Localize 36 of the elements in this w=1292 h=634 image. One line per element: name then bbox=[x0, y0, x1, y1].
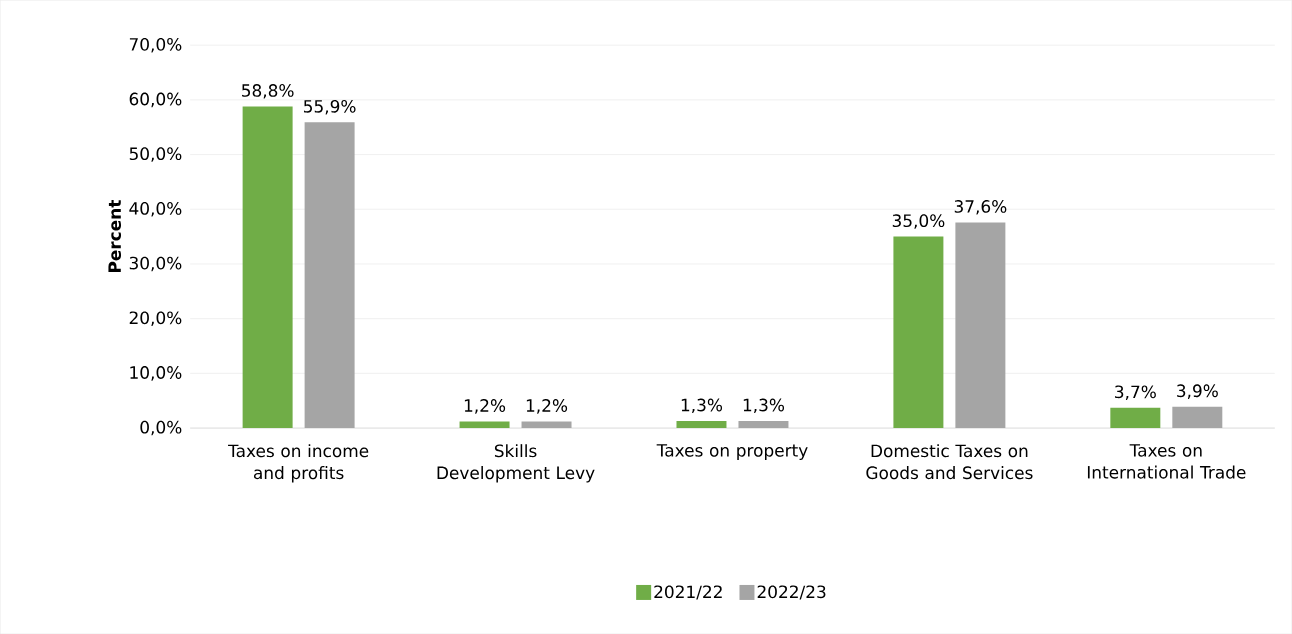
x-tick-label: Taxes on International Trade bbox=[1087, 444, 1246, 479]
y-tick-label: 40,0% bbox=[129, 201, 182, 217]
y-tick-label: 50,0% bbox=[129, 147, 182, 162]
data-label: 1,2% bbox=[464, 399, 506, 414]
y-tick-label: 0,0% bbox=[140, 420, 182, 436]
bar bbox=[521, 421, 572, 428]
data-label: 35,0% bbox=[892, 214, 945, 229]
y-tick-label: 60,0% bbox=[129, 92, 182, 108]
legend-label: 2021/22 bbox=[654, 585, 722, 600]
bar bbox=[676, 420, 727, 428]
bar bbox=[1172, 406, 1223, 428]
y-tick-label: 30,0% bbox=[129, 256, 182, 272]
bar bbox=[955, 222, 1006, 428]
data-label: 1,2% bbox=[526, 399, 568, 414]
bar bbox=[893, 236, 944, 428]
bar bbox=[738, 420, 789, 428]
data-label: 55,9% bbox=[304, 99, 356, 115]
bar bbox=[304, 122, 355, 428]
bar bbox=[1110, 407, 1161, 428]
y-tick-label: 20,0% bbox=[129, 311, 182, 326]
x-tick-label: Domestic Taxes on Goods and Services bbox=[866, 444, 1033, 480]
data-label: 3,9% bbox=[1177, 384, 1218, 399]
x-tick-label: Skills Development Levy bbox=[437, 444, 595, 483]
data-label: 1,3% bbox=[681, 398, 723, 414]
bar bbox=[459, 421, 510, 428]
x-tick-label: Taxes on property bbox=[656, 444, 808, 460]
legend-label: 2022/23 bbox=[757, 585, 826, 600]
x-tick-label: Taxes on income and profits bbox=[228, 444, 369, 483]
data-label: 37,6% bbox=[954, 199, 1007, 215]
data-label: 1,3% bbox=[743, 398, 785, 414]
data-label: 58,8% bbox=[242, 83, 294, 99]
y-tick-label: 10,0% bbox=[130, 366, 182, 381]
y-tick-label: 70,0% bbox=[129, 37, 182, 53]
bar bbox=[242, 106, 293, 428]
data-label: 3,7% bbox=[1115, 385, 1156, 400]
y-axis-title: Percent bbox=[108, 199, 122, 272]
